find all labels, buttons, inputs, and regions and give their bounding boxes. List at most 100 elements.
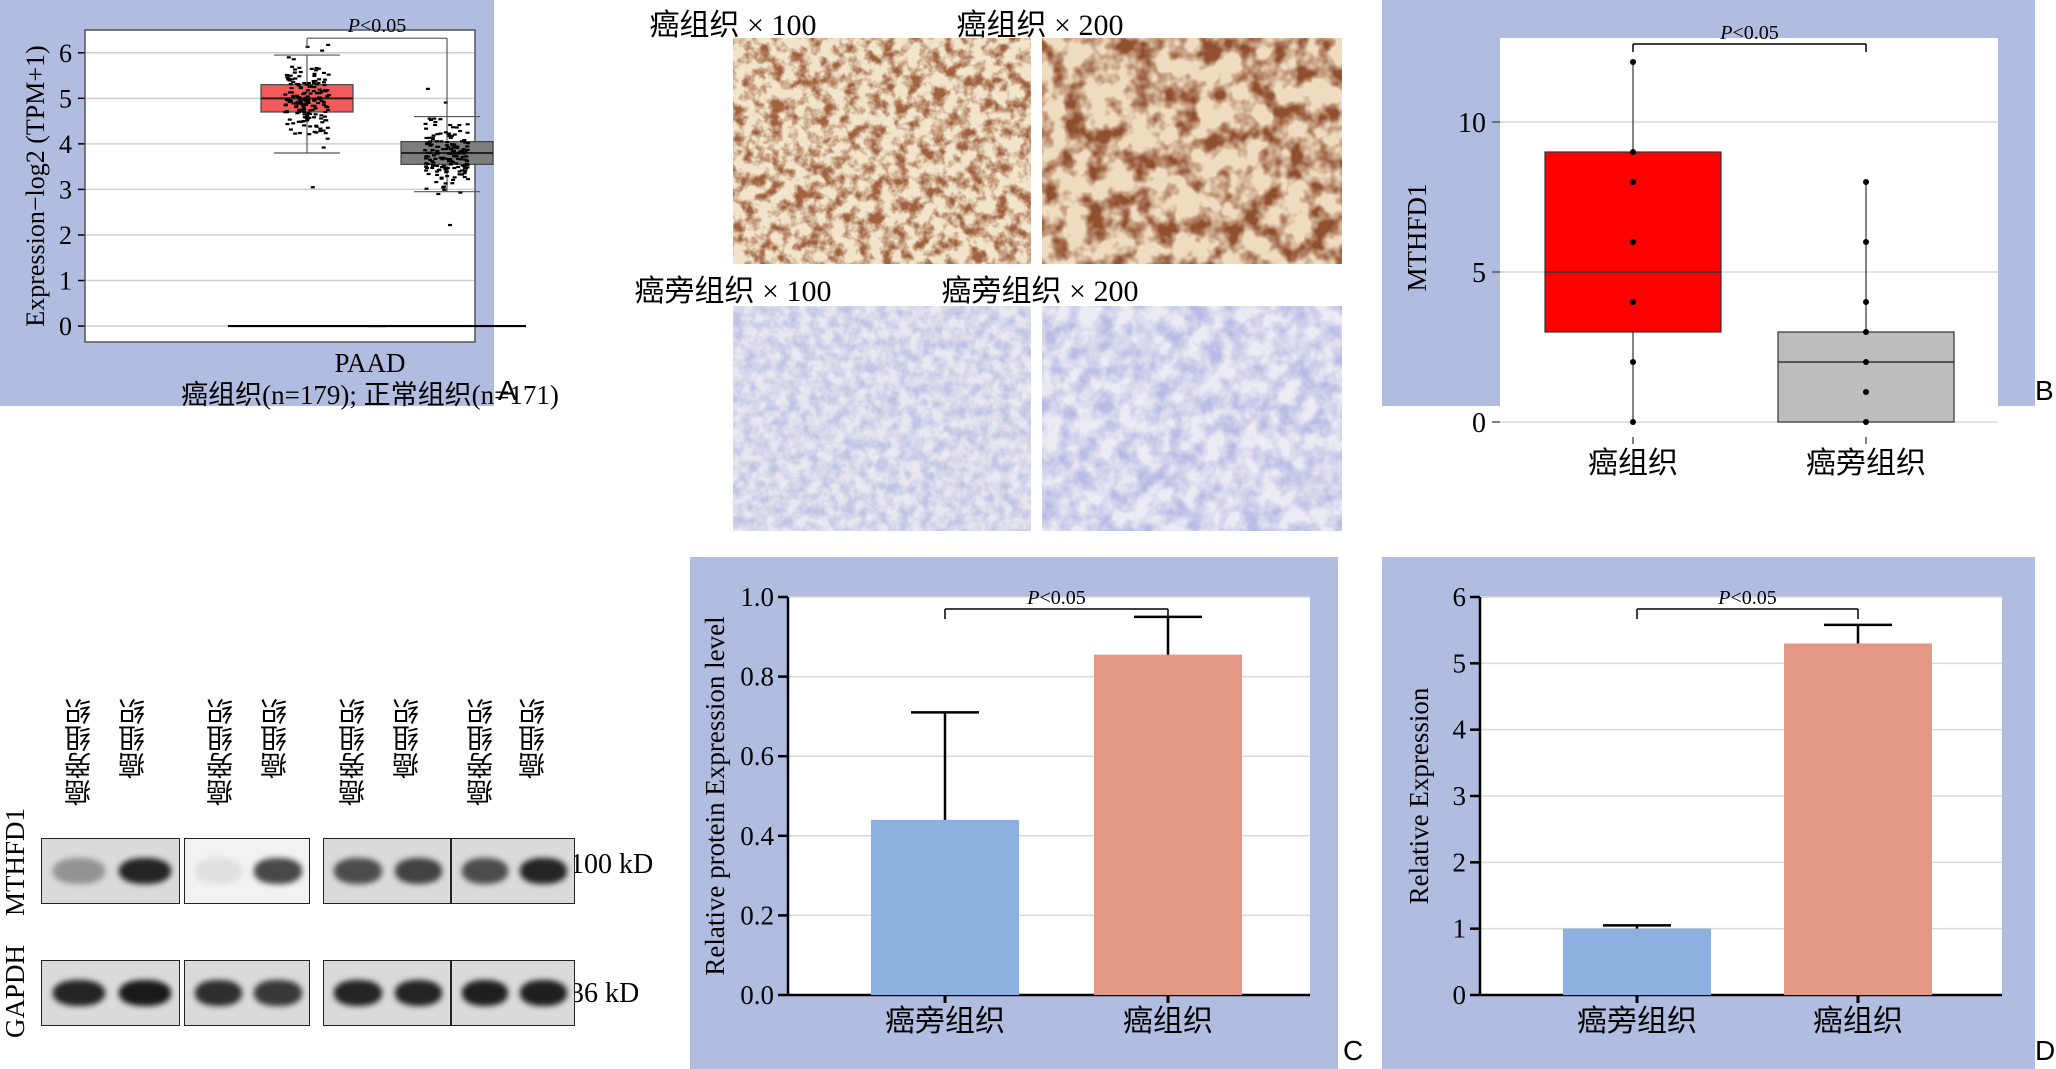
jitter-point-a (424, 169, 429, 172)
jitter-point-a (463, 170, 468, 173)
jitter-point-a (441, 164, 446, 167)
ytick-label-a: 1 (59, 267, 72, 296)
jitter-point-a (448, 136, 453, 139)
jitter-point-a (457, 123, 462, 127)
ytick-label-a: 0 (59, 312, 72, 341)
jitter-point-a (444, 147, 449, 151)
data-point-b (1630, 179, 1636, 185)
xlabel-a: PAAD (334, 348, 405, 378)
jitter-point-a (457, 170, 462, 173)
ytick-label-d: 1 (1453, 914, 1467, 944)
jitter-point-a (287, 79, 292, 82)
ihc-image-tumor-100 (733, 38, 1031, 264)
jitter-point-a (455, 157, 460, 161)
jitter-point-a (459, 173, 464, 176)
jitter-point-a (427, 141, 432, 145)
jitter-point-a (439, 176, 444, 179)
data-point-b (1863, 329, 1869, 335)
data-point-b (1863, 179, 1869, 185)
jitter-point-a (423, 165, 428, 168)
wb-size-label-36kd: 36 kD (570, 978, 640, 1009)
jitter-point-a (449, 152, 454, 155)
panel-letter-d: D (2035, 1035, 2056, 1066)
jitter-point-a (302, 116, 307, 119)
jitter-point-a (427, 151, 432, 154)
ihc-image-adjacent-100 (733, 306, 1031, 531)
jitter-point-a (305, 95, 310, 98)
jitter-point-a (303, 96, 308, 99)
jitter-point-a (283, 110, 288, 114)
wb-band (394, 980, 443, 1006)
jitter-point-a (426, 172, 431, 176)
jitter-point-a (302, 98, 307, 101)
jitter-point-a (325, 137, 330, 140)
jitter-point-a (316, 101, 321, 105)
xtick-label-b: 癌组织 (1588, 447, 1678, 480)
panel-letter-c: C (1343, 1035, 1364, 1066)
jitter-point-a (464, 162, 469, 166)
jitter-point-a (424, 136, 429, 140)
jitter-point-a (321, 129, 326, 132)
jitter-point-a (453, 152, 458, 155)
jitter-point-a (306, 112, 311, 115)
jitter-point-a (292, 68, 297, 71)
jitter-point-a (310, 186, 315, 189)
jitter-point-a (466, 177, 471, 181)
jitter-point-a (427, 140, 432, 143)
jitter-point-a (438, 118, 443, 121)
jitter-point-a (459, 149, 464, 152)
wb-band (118, 858, 171, 884)
jitter-point-a (452, 176, 457, 179)
jitter-point-a (321, 71, 326, 75)
jitter-point-a (326, 93, 331, 97)
axis-frame-a (84, 29, 476, 343)
ytick-label-a: 5 (59, 84, 72, 113)
jitter-point-a (286, 56, 291, 59)
bar-c (871, 819, 1019, 995)
wb-band (520, 858, 567, 884)
jitter-point-a (430, 164, 435, 167)
jitter-point-a (283, 93, 288, 96)
jitter-point-a (465, 145, 470, 148)
ihc-label-adjacent-100: 癌旁组织 × 100 (634, 275, 832, 308)
jitter-point-a (463, 141, 468, 144)
data-point-b (1630, 149, 1636, 155)
jitter-point-a (287, 118, 292, 121)
ytick-label-a: 3 (59, 175, 72, 204)
jitter-point-a (431, 161, 436, 164)
jitter-point-a (317, 88, 322, 91)
jitter-point-a (287, 100, 292, 104)
ytick-label-a: 2 (59, 221, 72, 250)
jitter-point-a (424, 157, 429, 160)
jitter-point-a (441, 186, 446, 189)
jitter-point-a (290, 78, 295, 81)
ihc-label-tumor-100: 癌组织 × 100 (649, 9, 817, 42)
bar-d (1784, 643, 1932, 995)
data-point-b (1630, 239, 1636, 245)
jitter-point-a (296, 84, 301, 87)
jitter-point-a (291, 122, 296, 125)
jitter-point-a (465, 123, 470, 126)
ytick-label-d: 6 (1453, 582, 1467, 612)
wb-box-gapdh (41, 960, 180, 1026)
jitter-point-a (322, 81, 327, 84)
jitter-point-a (314, 69, 319, 72)
jitter-point-a (457, 173, 462, 176)
wb-box-mthfd1 (184, 838, 310, 904)
jitter-point-a (435, 164, 440, 167)
jitter-point-a (462, 175, 467, 179)
jitter-point-a (320, 121, 325, 124)
jitter-point-a (299, 100, 304, 103)
jitter-point-a (296, 96, 301, 99)
jitter-point-a (454, 155, 459, 158)
jitter-point-a (317, 96, 322, 99)
panel-a-plot-area (85, 30, 475, 342)
jitter-point-a (428, 118, 433, 122)
jitter-point-a (430, 138, 435, 141)
jitter-point-a (302, 113, 307, 116)
jitter-point-a (297, 98, 302, 101)
ytick-label-d: 4 (1453, 715, 1467, 745)
jitter-point-a (313, 107, 318, 110)
